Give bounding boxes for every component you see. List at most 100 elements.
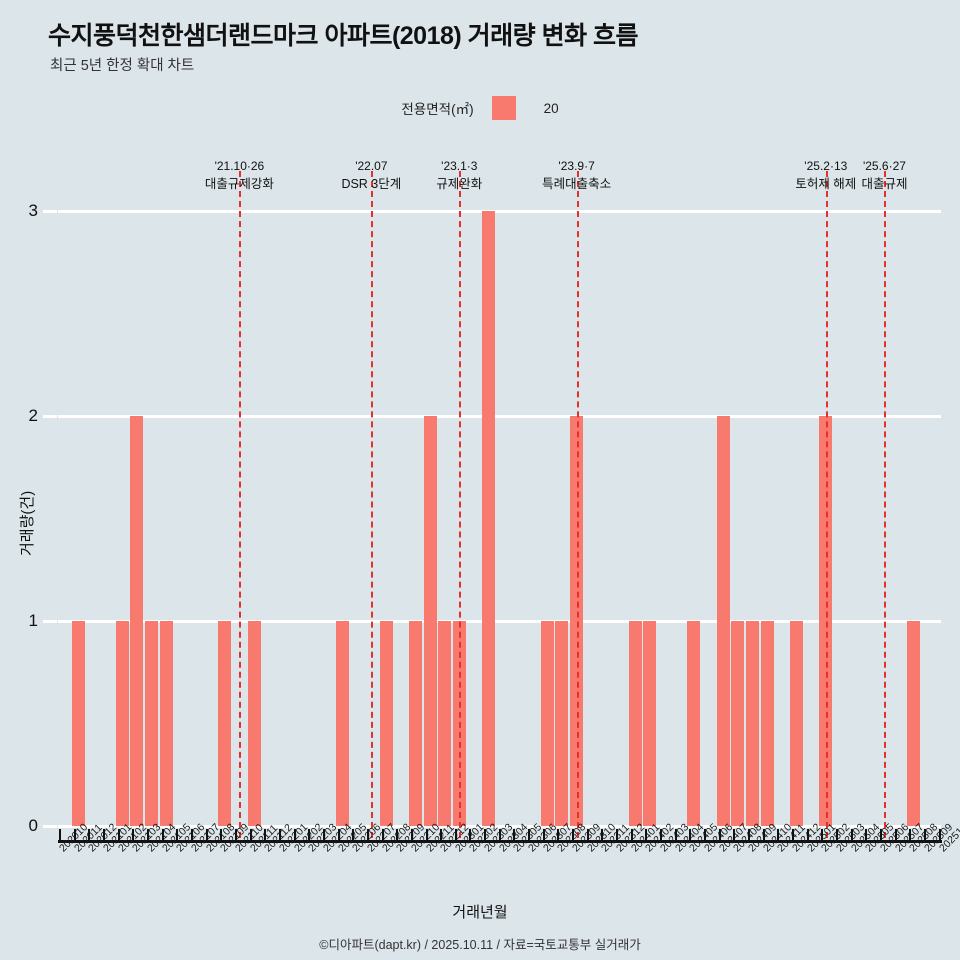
y-tick-label-3: 3	[28, 201, 38, 220]
x-tick-202111	[249, 829, 252, 841]
x-tick-202012	[88, 829, 91, 841]
bar-202508[interactable]	[907, 621, 921, 826]
bar-202109[interactable]	[218, 621, 232, 826]
event-date-4: '23.9·7	[558, 159, 595, 173]
x-tick-202510	[938, 829, 941, 841]
plot-area: 0 1 2 3	[29, 171, 941, 838]
bar-202212[interactable]	[438, 621, 452, 826]
bar-202303[interactable]	[482, 211, 496, 826]
bar-202210[interactable]	[408, 621, 422, 826]
x-tick-202408	[733, 829, 736, 841]
event-label-5: '25.2·13 토허제 해제	[795, 158, 856, 194]
event-name-6: 대출규제	[861, 177, 908, 192]
event-label-2: '22.07 DSR 3단계	[341, 158, 401, 194]
page-title: 수지풍덕천한샘더랜드마크 아파트(2018) 거래량 변화 흐름	[48, 22, 639, 50]
x-tick-202211	[425, 829, 428, 841]
x-tick-202202	[293, 829, 296, 841]
legend-entry-label: 20	[543, 100, 559, 116]
event-date-5: '25.2·13	[804, 159, 848, 173]
x-tick-202204	[322, 829, 325, 841]
event-name-3: 규제완화	[436, 177, 483, 192]
x-axis-title: 거래년월	[452, 904, 508, 921]
event-name-5: 토허제 해제	[795, 177, 857, 192]
event-date-6: '25.6·27	[862, 159, 906, 173]
x-tick-202103	[132, 829, 135, 841]
x-tick-202107	[190, 829, 193, 841]
x-tick-202312	[616, 829, 619, 841]
bar-202307[interactable]	[540, 621, 554, 826]
y-tick-mark-2	[43, 414, 57, 418]
x-tick-202504	[850, 829, 853, 841]
bar-202308[interactable]	[555, 621, 569, 826]
x-tick-202302	[469, 829, 472, 841]
x-tick-202305	[513, 829, 516, 841]
bar-202103[interactable]	[130, 416, 144, 826]
x-tick-202207	[366, 829, 369, 841]
x-tick-202503	[835, 829, 838, 841]
x-tick-202403	[660, 829, 663, 841]
event-date-2: '22.07	[355, 159, 388, 173]
x-tick-202507	[894, 829, 897, 841]
event-line-5	[825, 171, 828, 838]
legend-swatch-20[interactable]	[491, 96, 516, 120]
event-label-1: '21.10·26 대출규제강화	[205, 158, 274, 194]
x-tick-202509	[923, 829, 926, 841]
x-tick-202101	[102, 829, 105, 841]
bar-202102[interactable]	[115, 621, 129, 826]
bar-202405[interactable]	[687, 621, 701, 826]
x-tick-202402	[645, 829, 648, 841]
x-tick-202109	[220, 829, 223, 841]
x-tick-202401	[630, 829, 633, 841]
event-date-1: '21.10·26	[214, 159, 265, 173]
x-tick-202105	[161, 829, 164, 841]
bar-202410[interactable]	[760, 621, 774, 826]
x-tick-202505	[865, 829, 868, 841]
x-tick-202112	[264, 829, 267, 841]
bar-202408[interactable]	[731, 621, 745, 826]
bar-202104[interactable]	[144, 621, 158, 826]
x-tick-202306	[528, 829, 531, 841]
x-tick-202411	[777, 829, 780, 841]
y-tick-mark-3	[43, 209, 57, 213]
y-tick-mark-0	[43, 824, 57, 828]
y-tick-mark-1	[43, 619, 57, 623]
bar-202208[interactable]	[379, 621, 393, 826]
bar-202105[interactable]	[159, 621, 173, 826]
x-tick-202110	[234, 829, 237, 841]
x-tick-202203	[308, 829, 311, 841]
bar-202412[interactable]	[790, 621, 803, 826]
legend: 전용면적(㎡) 20	[0, 96, 960, 120]
x-tick-202301	[454, 829, 457, 841]
event-name-1: 대출규제강화	[204, 177, 274, 192]
event-line-2	[371, 171, 374, 838]
bar-202402[interactable]	[643, 621, 657, 826]
bar-202011[interactable]	[71, 621, 85, 826]
x-tick-202501	[806, 829, 809, 841]
x-tick-202406	[704, 829, 707, 841]
bar-202407[interactable]	[716, 416, 730, 826]
x-tick-202308	[557, 829, 560, 841]
x-tick-202307	[542, 829, 545, 841]
bar-202205[interactable]	[335, 621, 349, 826]
bar-202111[interactable]	[247, 621, 261, 826]
bar-202409[interactable]	[746, 621, 760, 826]
x-tick-202405	[689, 829, 692, 841]
gridline-y-3	[58, 209, 941, 213]
x-tick-202412	[792, 829, 794, 841]
x-tick-202210	[410, 829, 413, 841]
bar-202211[interactable]	[423, 416, 437, 826]
y-axis-title: 거래량(건)	[19, 490, 36, 556]
y-tick-label-0: 0	[28, 816, 38, 835]
event-name-2: DSR 3단계	[341, 177, 402, 192]
x-tick-202309	[572, 829, 575, 841]
x-tick-202303	[484, 829, 487, 841]
page-subtitle: 최근 5년 한정 확대 차트	[50, 58, 195, 74]
bar-202401[interactable]	[628, 621, 642, 826]
legend-title: 전용면적(㎡)	[401, 102, 474, 117]
x-tick-202409	[748, 829, 751, 841]
x-tick-202108	[205, 829, 208, 841]
x-tick-202212	[440, 829, 443, 841]
event-line-6	[884, 171, 887, 838]
event-label-6: '25.6·27 대출규제	[861, 158, 907, 194]
